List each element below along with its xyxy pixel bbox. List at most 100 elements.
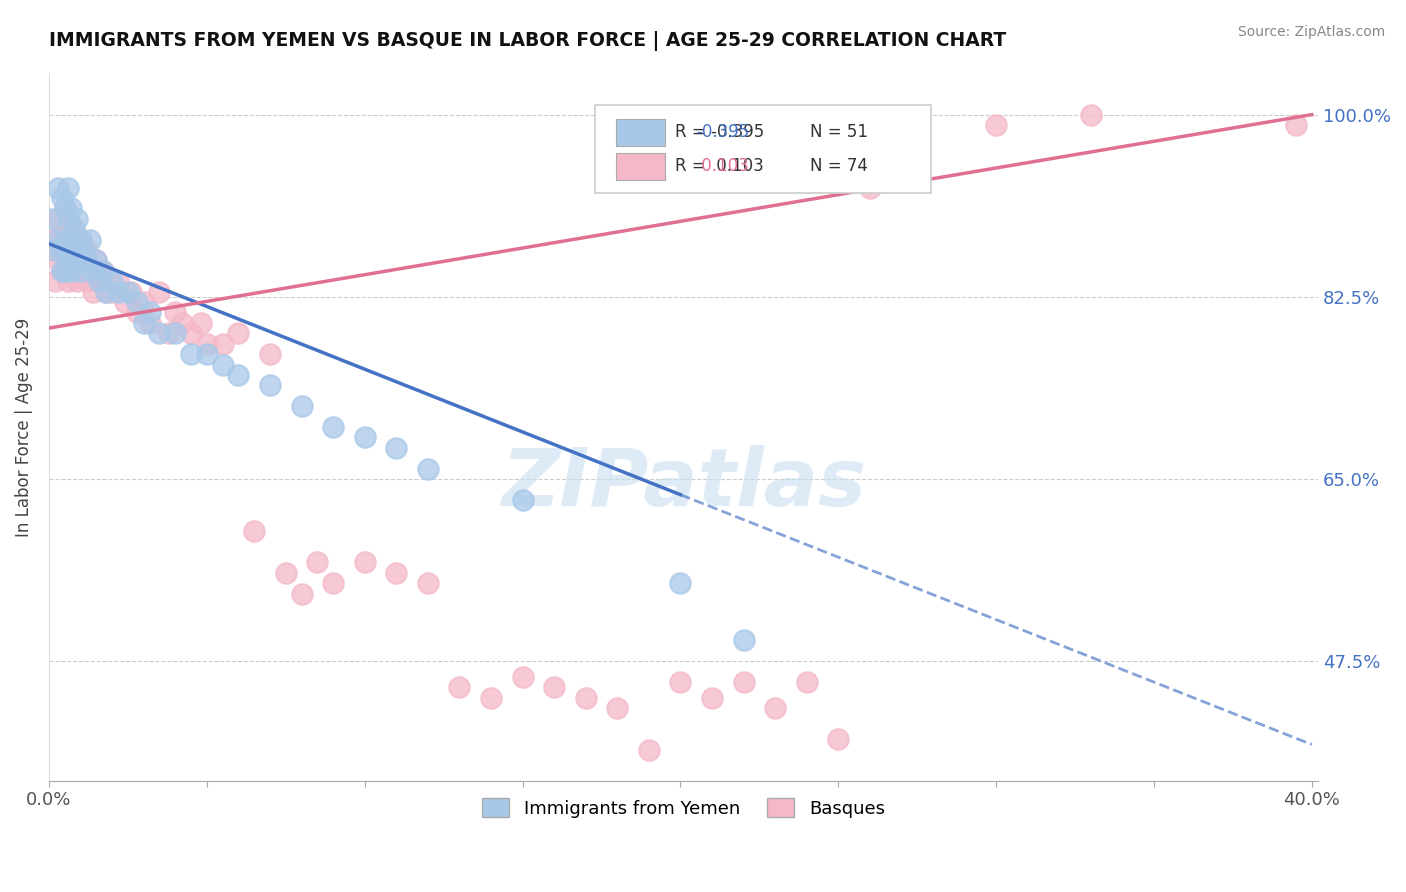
- Point: [180, 326, 202, 341]
- Point: [53, 202, 76, 216]
- Point: [73, 253, 96, 268]
- Point: [211, 336, 233, 351]
- Point: [94, 285, 117, 299]
- Point: [60, 264, 83, 278]
- Bar: [616, 119, 665, 146]
- Point: [139, 316, 162, 330]
- Point: [859, 180, 882, 194]
- Point: [53, 233, 76, 247]
- Point: [41, 211, 63, 226]
- Point: [82, 285, 104, 299]
- Point: [512, 670, 534, 684]
- Point: [101, 274, 124, 288]
- Point: [97, 274, 120, 288]
- Point: [114, 295, 136, 310]
- Point: [543, 681, 565, 695]
- Point: [890, 139, 912, 153]
- Point: [700, 690, 723, 705]
- Point: [148, 285, 170, 299]
- Point: [48, 211, 70, 226]
- Point: [290, 399, 312, 413]
- Point: [180, 347, 202, 361]
- Point: [86, 253, 108, 268]
- Point: [107, 274, 129, 288]
- Point: [44, 274, 66, 288]
- Point: [827, 732, 849, 747]
- Point: [274, 566, 297, 580]
- Point: [53, 233, 76, 247]
- Point: [76, 253, 98, 268]
- Bar: [616, 153, 665, 180]
- Point: [56, 243, 79, 257]
- Point: [44, 243, 66, 257]
- Point: [385, 441, 408, 455]
- Point: [259, 347, 281, 361]
- Point: [63, 253, 86, 268]
- Point: [132, 295, 155, 310]
- Point: [120, 285, 142, 299]
- Point: [669, 576, 692, 591]
- Point: [1080, 108, 1102, 122]
- Point: [56, 211, 79, 226]
- Point: [416, 576, 439, 591]
- Point: [353, 430, 375, 444]
- Point: [69, 233, 91, 247]
- Point: [165, 326, 187, 341]
- Point: [53, 202, 76, 216]
- Point: [41, 233, 63, 247]
- Text: Source: ZipAtlas.com: Source: ZipAtlas.com: [1237, 25, 1385, 39]
- Point: [48, 233, 70, 247]
- Point: [211, 358, 233, 372]
- Point: [76, 274, 98, 288]
- Point: [132, 316, 155, 330]
- Point: [322, 576, 344, 591]
- Text: R = -0.395: R = -0.395: [675, 123, 763, 141]
- Point: [63, 222, 86, 236]
- Point: [512, 492, 534, 507]
- Point: [60, 264, 83, 278]
- Point: [56, 211, 79, 226]
- Point: [575, 690, 598, 705]
- Point: [51, 222, 73, 236]
- Point: [89, 274, 111, 288]
- Point: [984, 118, 1007, 132]
- Point: [63, 253, 86, 268]
- FancyBboxPatch shape: [595, 105, 931, 194]
- Point: [60, 233, 83, 247]
- Text: R =  0.103: R = 0.103: [675, 157, 763, 175]
- Point: [79, 233, 101, 247]
- Point: [637, 743, 659, 757]
- Text: IMMIGRANTS FROM YEMEN VS BASQUE IN LABOR FORCE | AGE 25-29 CORRELATION CHART: IMMIGRANTS FROM YEMEN VS BASQUE IN LABOR…: [49, 31, 1007, 51]
- Point: [307, 555, 329, 569]
- Point: [733, 675, 755, 690]
- Point: [66, 274, 89, 288]
- Text: N = 51: N = 51: [810, 123, 869, 141]
- Point: [195, 347, 218, 361]
- Y-axis label: In Labor Force | Age 25-29: In Labor Force | Age 25-29: [15, 318, 32, 537]
- Point: [190, 316, 212, 330]
- Point: [66, 243, 89, 257]
- Point: [157, 326, 180, 341]
- Point: [56, 274, 79, 288]
- Point: [228, 326, 250, 341]
- Point: [290, 586, 312, 600]
- Point: [101, 285, 124, 299]
- Text: ZIPatlas: ZIPatlas: [501, 444, 866, 523]
- Point: [606, 701, 628, 715]
- Text: -0.395: -0.395: [696, 123, 749, 141]
- Point: [796, 675, 818, 690]
- Legend: Immigrants from Yemen, Basques: Immigrants from Yemen, Basques: [475, 791, 891, 825]
- Point: [165, 305, 187, 319]
- Point: [91, 264, 114, 278]
- Point: [322, 420, 344, 434]
- Point: [53, 264, 76, 278]
- Point: [66, 211, 89, 226]
- Point: [60, 233, 83, 247]
- Point: [148, 326, 170, 341]
- Point: [416, 461, 439, 475]
- Point: [243, 524, 266, 538]
- Point: [73, 243, 96, 257]
- Point: [63, 222, 86, 236]
- Point: [51, 243, 73, 257]
- Point: [86, 253, 108, 268]
